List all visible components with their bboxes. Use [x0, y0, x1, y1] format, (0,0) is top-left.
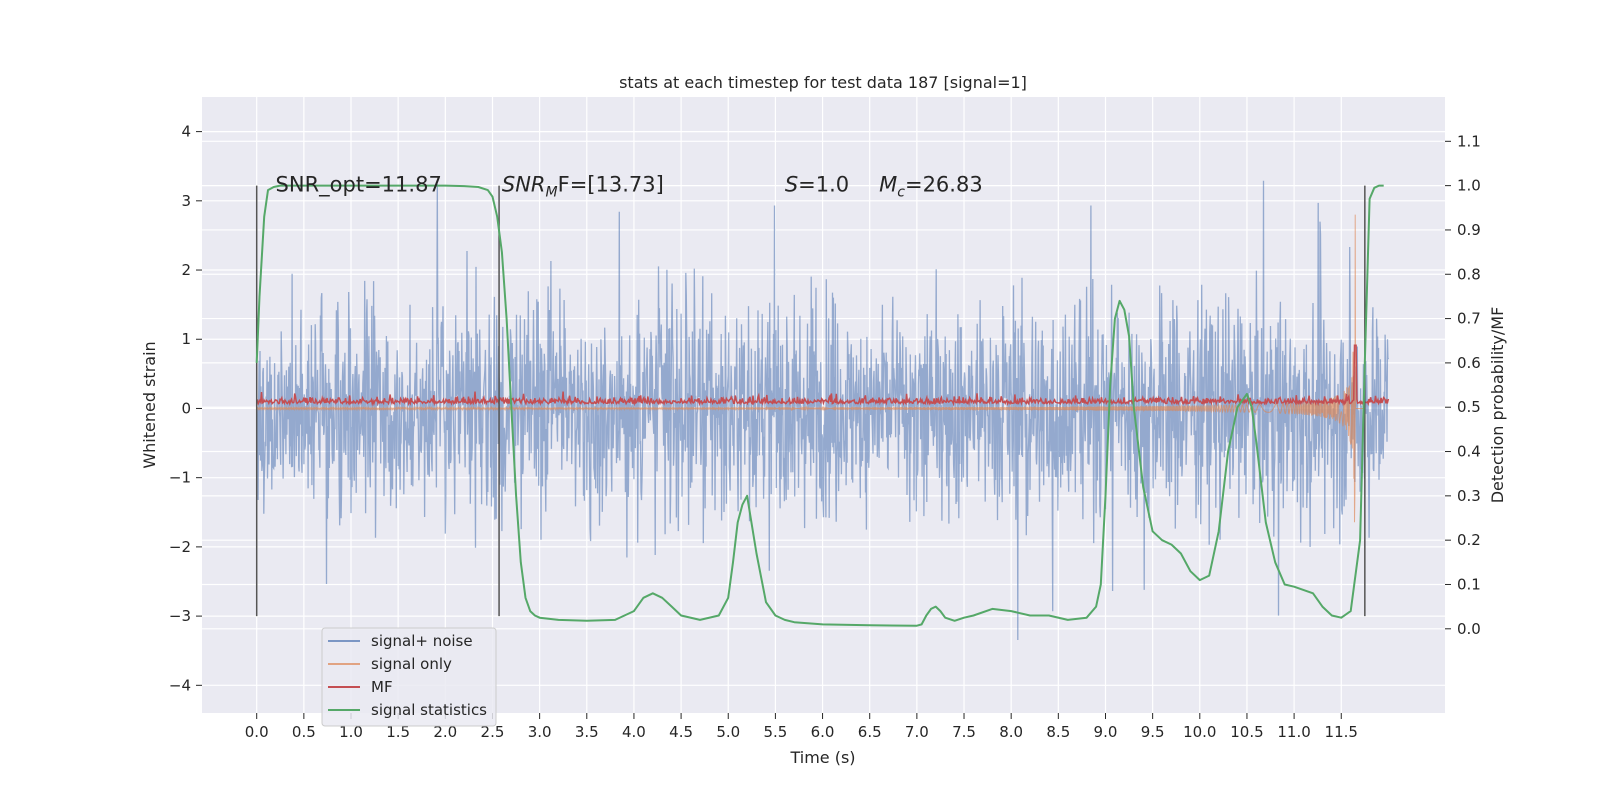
- x-tick-label: 9.0: [1094, 723, 1118, 741]
- annotation-1: SNRMF=[13.73]: [502, 173, 664, 201]
- annotation-2: S=1.0: [785, 173, 849, 197]
- y-tick-label: −1: [169, 469, 191, 487]
- x-tick-label: 5.0: [716, 723, 740, 741]
- y2-tick-label: 0.4: [1457, 443, 1481, 461]
- y-tick-label: 2: [181, 261, 191, 279]
- x-tick-label: 11.5: [1325, 723, 1358, 741]
- y2-tick-label: 0.2: [1457, 531, 1481, 549]
- annotation-3: Mc=26.83: [879, 173, 983, 201]
- x-tick-label: 6.0: [811, 723, 835, 741]
- y2-tick-label: 0.1: [1457, 575, 1481, 593]
- x-tick-label: 10.0: [1183, 723, 1216, 741]
- y-tick-label: 0: [181, 399, 191, 417]
- x-tick-label: 6.5: [858, 723, 882, 741]
- y-tick-labels: 4 3 2 1 0 −1 −2 −3 −4: [169, 123, 202, 694]
- x-tick-label: 10.5: [1230, 723, 1263, 741]
- y2-tick-label: 0.6: [1457, 354, 1481, 372]
- y2-tick-label: 0.8: [1457, 265, 1481, 283]
- x-tick-label: 0.5: [292, 723, 316, 741]
- x-tick-label: 4.0: [622, 723, 646, 741]
- x-tick-label: 3.0: [528, 723, 552, 741]
- vertical-markers: [255, 185, 1366, 617]
- y2-axis-label: Detection probability/MF: [1488, 307, 1507, 504]
- legend-box: [321, 627, 497, 727]
- y-tick-label: 3: [181, 192, 191, 210]
- legend-label-signal-only: signal only: [371, 655, 452, 673]
- y-axis-label: Whitened strain: [140, 341, 159, 468]
- y2-tick-label: 0.0: [1457, 620, 1481, 638]
- annotations: SNR_opt=11.87 SNRMF=[13.73] S=1.0 Mc=26.83: [276, 173, 983, 201]
- y-tick-label: 4: [181, 123, 191, 141]
- series-signal-noise: [256, 180, 1390, 641]
- chart-title: stats at each timestep for test data 187…: [619, 73, 1027, 92]
- signal-noise-line: [256, 180, 1390, 641]
- y2-tick-label: 1.0: [1457, 177, 1481, 195]
- x-tick-label: 11.0: [1277, 723, 1310, 741]
- y2-tick-label: 0.5: [1457, 398, 1481, 416]
- x-tick-label: 1.0: [339, 723, 363, 741]
- mf-line: [255, 344, 1390, 407]
- series-signal-statistics: [255, 184, 1384, 627]
- x-axis-label: Time (s): [789, 748, 855, 767]
- x-tick-label: 1.5: [386, 723, 410, 741]
- legend-label-signal-noise: signal+ noise: [371, 632, 473, 650]
- signal-only-line: [256, 214, 1365, 523]
- y2-tick-label: 0.3: [1457, 487, 1481, 505]
- x-tick-label: 2.5: [481, 723, 505, 741]
- x-tick-label: 5.5: [763, 723, 787, 741]
- series-mf: [255, 344, 1390, 407]
- legend-label-signal-statistics: signal statistics: [371, 701, 487, 719]
- signal-statistics-line: [255, 184, 1384, 627]
- y-tick-label: 1: [181, 330, 191, 348]
- x-tick-label: 9.5: [1141, 723, 1165, 741]
- legend: signal+ noise signal only MF signal stat…: [321, 627, 497, 727]
- y2-tick-label: 1.1: [1457, 132, 1481, 150]
- y-tick-label: −2: [169, 538, 191, 556]
- x-tick-label: 0.0: [245, 723, 269, 741]
- x-tick-label: 2.0: [433, 723, 457, 741]
- x-tick-label: 8.5: [1046, 723, 1070, 741]
- x-tick-label: 8.0: [999, 723, 1023, 741]
- legend-label-mf: MF: [371, 678, 393, 696]
- y2-tick-label: 0.9: [1457, 221, 1481, 239]
- series-signal-only: [256, 214, 1365, 523]
- y-tick-label: −3: [169, 607, 191, 625]
- x-tick-label: 7.0: [905, 723, 929, 741]
- x-tick-label: 3.5: [575, 723, 599, 741]
- y2-tick-labels: 1.1 1.0 0.9 0.8 0.7 0.6 0.5 0.4 0.3 0.2 0.1 0.0: [1445, 132, 1481, 638]
- y2-tick-label: 0.7: [1457, 310, 1481, 328]
- x-tick-labels: 0.0 0.5 1.0 1.5 2.0 2.5 3.0 3.5 4.0 4.5 5.0 5.5 6.0 6…: [245, 713, 1358, 741]
- x-tick-label: 7.5: [952, 723, 976, 741]
- annotation-0: SNR_opt=11.87: [276, 173, 442, 198]
- y-tick-label: −4: [169, 676, 191, 694]
- x-tick-label: 4.5: [669, 723, 693, 741]
